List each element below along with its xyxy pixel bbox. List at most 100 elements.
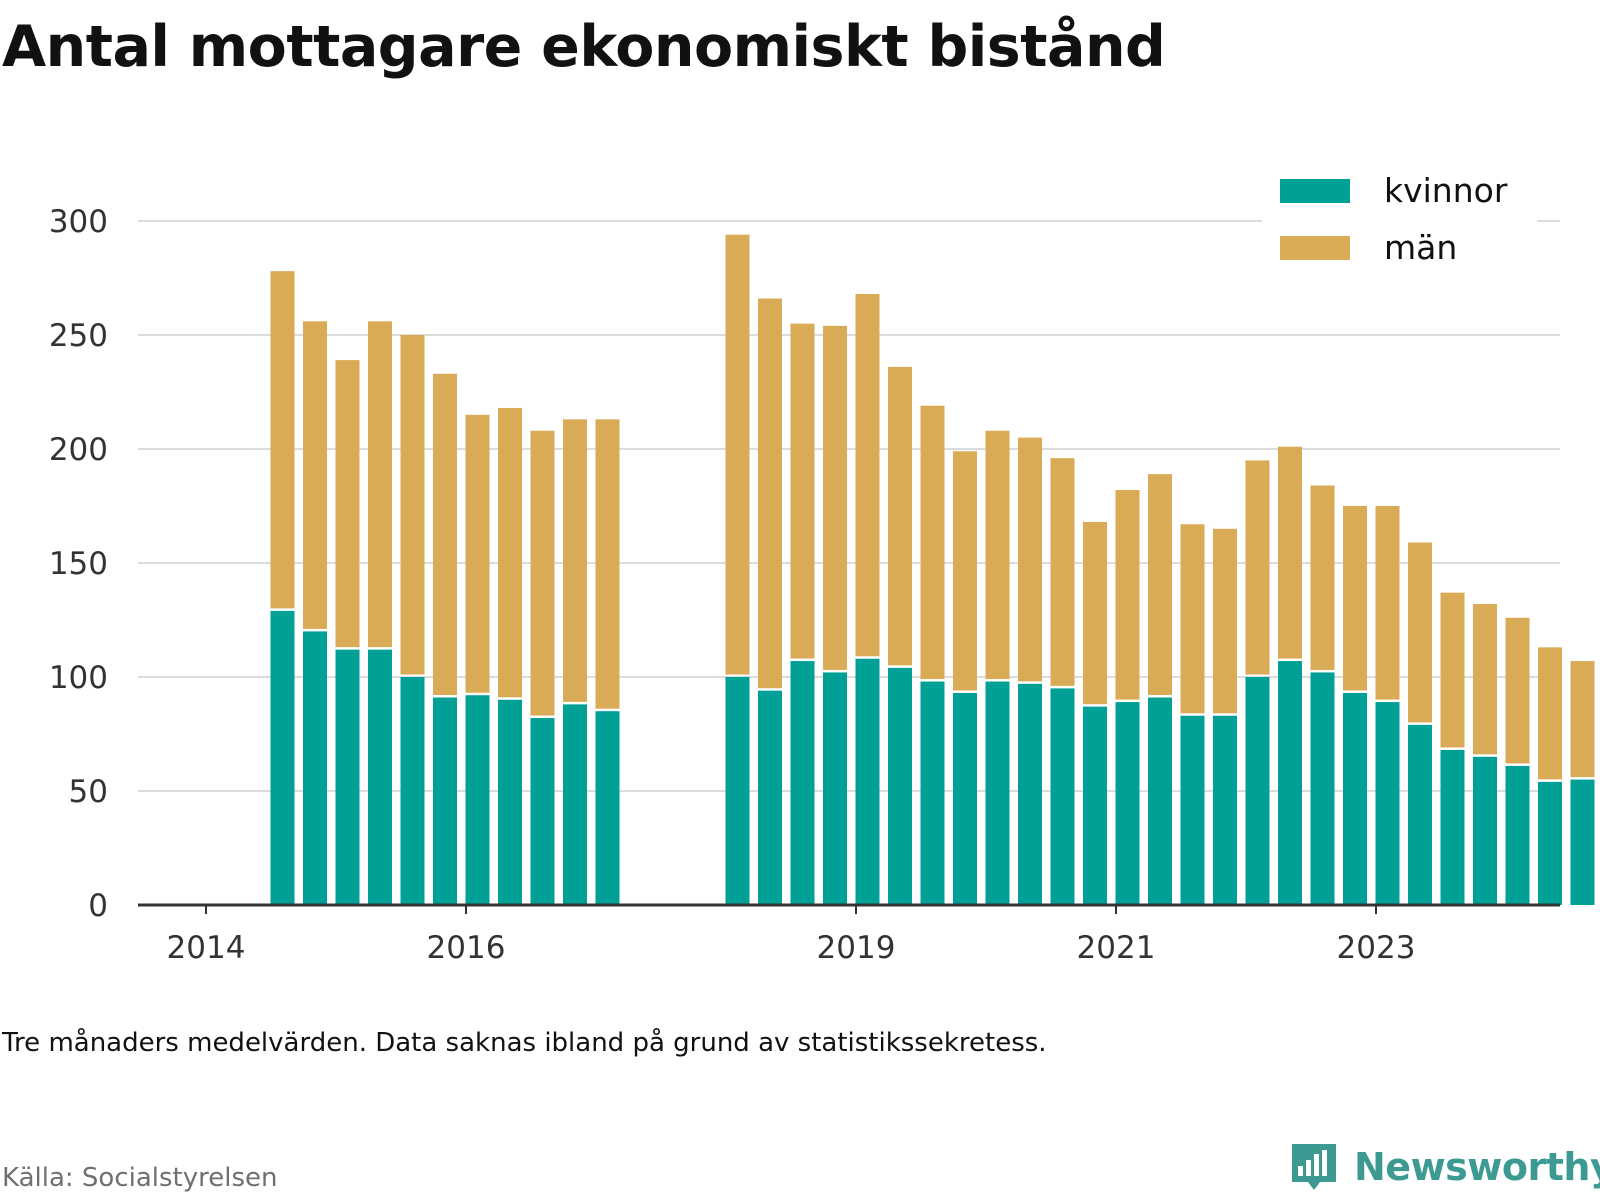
y-tick-label: 0	[88, 888, 108, 924]
bar-kvinnor	[400, 677, 425, 905]
y-tick-label: 250	[49, 318, 108, 354]
axes: 0 50 100 150 200 250 300 2014 2016 2019 2021 2023	[49, 204, 1560, 966]
bar-kvinnor	[1245, 677, 1270, 905]
bar-man	[1050, 458, 1075, 686]
x-tick-label: 2014	[167, 930, 246, 966]
bar-man	[498, 407, 522, 698]
x-tick-label: 2016	[427, 930, 506, 966]
chart-note: Tre månaders medelvärden. Data saknas ib…	[2, 1028, 1047, 1058]
legend-label-kvinnor: kvinnor	[1384, 171, 1508, 210]
bar-kvinnor	[725, 677, 750, 905]
bar-kvinnor	[303, 631, 327, 905]
brand: Newsworthy	[1290, 1142, 1600, 1192]
bar-man	[920, 405, 945, 680]
bar-kvinnor	[1278, 661, 1302, 905]
bar-man	[368, 321, 392, 648]
bar-kvinnor	[595, 711, 620, 905]
bar-kvinnor	[985, 681, 1010, 905]
bar-man	[1408, 542, 1432, 723]
bar-kvinnor	[855, 658, 880, 905]
bar-man	[790, 323, 815, 659]
bar-kvinnor	[1148, 697, 1172, 905]
bar-kvinnor	[758, 690, 782, 905]
bar-kvinnor	[1213, 715, 1237, 905]
bar-kvinnor	[1018, 683, 1042, 905]
bar-kvinnor	[1570, 779, 1595, 905]
bar-man	[1440, 592, 1465, 748]
bar-man	[1343, 506, 1367, 691]
bar-man	[1245, 460, 1270, 675]
bar-man	[1375, 506, 1400, 700]
bar-man	[758, 298, 782, 689]
bar-kvinnor	[920, 681, 945, 905]
bar-kvinnor	[1115, 702, 1140, 905]
bar-man	[1115, 490, 1140, 700]
bar-man	[270, 271, 295, 609]
bar-man	[595, 419, 620, 709]
bar-man	[1538, 647, 1562, 780]
bar-kvinnor	[1538, 781, 1562, 905]
bar-kvinnor	[498, 699, 522, 905]
y-tick-label: 300	[49, 204, 108, 240]
bar-kvinnor	[270, 610, 295, 905]
y-tick-label: 200	[49, 432, 108, 468]
bar-man	[1570, 661, 1595, 778]
bar-kvinnor	[1083, 706, 1107, 905]
bar-kvinnor	[1440, 749, 1465, 905]
bar-kvinnor	[953, 692, 977, 905]
bar-kvinnor	[790, 661, 815, 905]
bar-man	[1505, 617, 1530, 764]
bar-man	[1278, 446, 1302, 659]
bar-man	[563, 419, 587, 702]
newsworthy-logo-icon	[1292, 1144, 1336, 1190]
bar-man	[1180, 524, 1205, 714]
bar-man	[335, 360, 360, 648]
x-tick-label: 2019	[817, 930, 896, 966]
bar-man	[465, 414, 490, 693]
y-tick-label: 100	[49, 660, 108, 696]
bar-man	[888, 366, 912, 666]
legend: kvinnor män	[1262, 166, 1537, 274]
legend-swatch-man	[1280, 236, 1350, 260]
bar-man	[1018, 437, 1042, 682]
chart-title: Antal mottagare ekonomiskt bistånd	[2, 14, 1166, 80]
bar-man	[1083, 521, 1107, 705]
bar-kvinnor	[1505, 765, 1530, 905]
legend-label-man: män	[1384, 228, 1457, 267]
bar-kvinnor	[823, 672, 847, 905]
bar-man	[1310, 485, 1335, 670]
bar-kvinnor	[465, 695, 490, 905]
bar-man	[855, 293, 880, 657]
bar-man	[725, 234, 750, 675]
x-tick-label: 2021	[1077, 930, 1156, 966]
bar-man	[1148, 474, 1172, 696]
bar-kvinnor	[1050, 688, 1075, 905]
bar-man	[1213, 528, 1237, 714]
stacked-bar-chart: 0 50 100 150 200 250 300 2014 2016 2019 2021 2023 k…	[48, 166, 1595, 966]
bar-kvinnor	[1375, 702, 1400, 905]
bar-kvinnor	[1473, 756, 1497, 905]
bar-kvinnor	[888, 667, 912, 905]
bar-kvinnor	[1180, 715, 1205, 905]
bar-kvinnor	[368, 649, 392, 905]
bar-man	[303, 321, 327, 629]
bar-man	[433, 373, 457, 696]
bar-man	[985, 430, 1010, 680]
bar-kvinnor	[1408, 724, 1432, 905]
bar-kvinnor	[335, 649, 360, 905]
bar-man	[953, 451, 977, 691]
bar-kvinnor	[1343, 692, 1367, 905]
bar-kvinnor	[563, 704, 587, 905]
bar-kvinnor	[433, 697, 457, 905]
brand-name: Newsworthy	[1354, 1145, 1600, 1189]
bar-kvinnor	[530, 718, 555, 905]
bar-kvinnor	[1310, 672, 1335, 905]
bar-series	[270, 234, 1595, 905]
source-credit: Källa: Socialstyrelsen	[2, 1163, 278, 1193]
bar-man	[400, 335, 425, 675]
legend-swatch-kvinnor	[1280, 179, 1350, 203]
bar-man	[530, 430, 555, 716]
y-tick-label: 50	[69, 774, 108, 810]
x-tick-label: 2023	[1337, 930, 1416, 966]
bar-man	[823, 325, 847, 670]
